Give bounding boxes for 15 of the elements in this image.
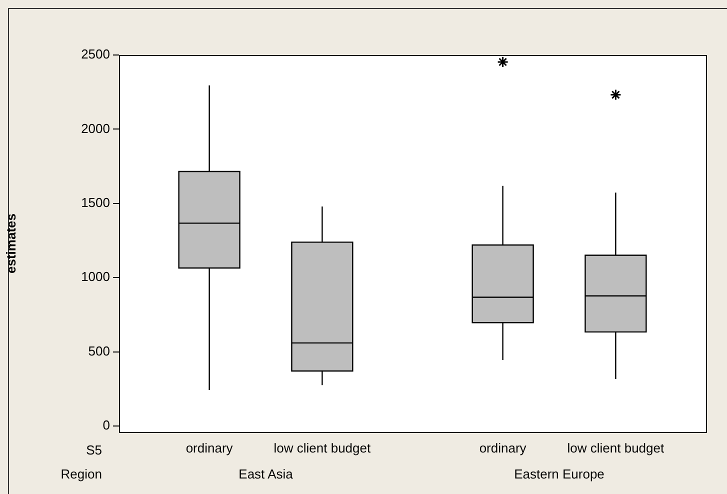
- y-tick-label: 500: [88, 343, 110, 358]
- text: Region: [60, 466, 102, 482]
- text: Eastern Europe: [514, 466, 604, 482]
- text: East Asia: [238, 466, 294, 482]
- x-tick-label: ordinary: [186, 440, 234, 456]
- y-tick-label: 1500: [81, 195, 110, 210]
- x-tick-label: ordinary: [479, 440, 527, 456]
- x-tick-label: low client budget: [274, 440, 371, 456]
- y-tick-label: 0: [102, 418, 110, 433]
- y-tick-label: 2500: [81, 46, 110, 62]
- y-tick-label: 1000: [81, 269, 110, 284]
- y-tick-label: 2000: [81, 120, 110, 136]
- text: S5: [86, 442, 102, 458]
- x-tick-label: low client budget: [567, 440, 664, 456]
- y-axis-title: estimates: [3, 214, 18, 274]
